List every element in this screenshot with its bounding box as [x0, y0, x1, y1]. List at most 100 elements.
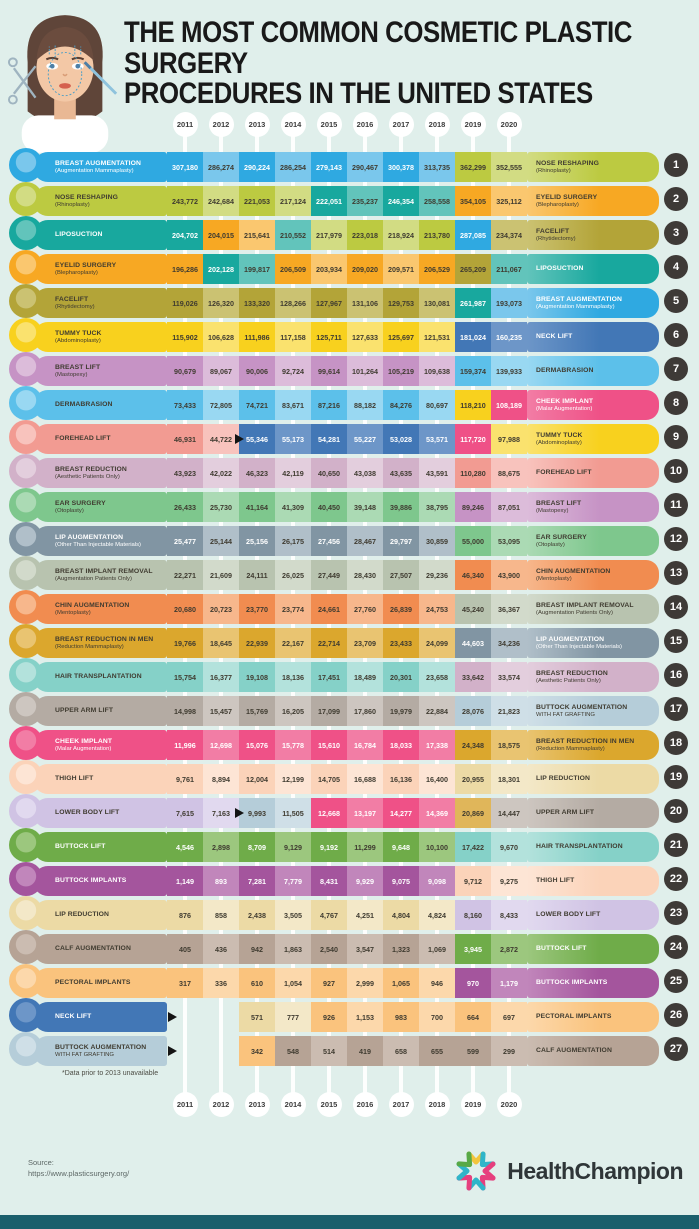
value-cell: 21,823	[491, 696, 527, 726]
year-label: 2017	[383, 112, 419, 137]
value-cell: 196,286	[167, 254, 203, 284]
forehead-lift-icon	[9, 420, 43, 454]
healthchampion-starburst-icon	[456, 1151, 496, 1191]
procedure-name: BUTTOCK AUGMENTATION	[55, 1044, 147, 1052]
value-cell: 17,099	[311, 696, 347, 726]
lips	[59, 83, 71, 89]
data-start-marker	[235, 434, 244, 444]
procedure-name: TUMMY TUCK	[55, 330, 102, 338]
value-cell: 4,251	[347, 900, 383, 930]
procedure-label: FOREHEAD LIFT	[33, 424, 167, 454]
rank-badge: 22	[664, 867, 688, 891]
rank-procedure-name: FOREHEAD LIFT	[536, 469, 592, 477]
rank-procedure-subname: (Abdominoplasty)	[536, 439, 582, 446]
value-cell: 265,209	[455, 254, 491, 284]
value-cell: 26,433	[167, 492, 203, 522]
value-cell: 17,422	[455, 832, 491, 862]
value-cell: 204,015	[203, 220, 239, 250]
value-cell: 18,136	[275, 662, 311, 692]
value-cell: 658	[383, 1036, 419, 1066]
title-line-2: PROCEDURES IN THE UNITED STATES	[124, 77, 593, 111]
value-cell: 7,779	[275, 866, 311, 896]
rank-procedure-label: LIP AUGMENTATION (Other Than Injectable …	[527, 628, 659, 658]
rank-badge: 27	[664, 1037, 688, 1061]
value-cell: 287,085	[455, 220, 491, 250]
year-label: 2011	[167, 1092, 203, 1117]
chart-row: BUTTOCK AUGMENTATION WITH FAT GRAFTING 3…	[9, 1032, 689, 1066]
chart-row: BREAST IMPLANT REMOVAL (Augmentation Pat…	[9, 556, 689, 590]
value-cell: 876	[167, 900, 203, 930]
value-cell: 26,175	[275, 526, 311, 556]
chart-row: LIP AUGMENTATION (Other Than Injectable …	[9, 522, 689, 556]
rank-procedure-name: BUTTOCK LIFT	[536, 945, 587, 953]
lower-body-lift-icon	[9, 794, 43, 828]
rank-procedure-label: UPPER ARM LIFT	[527, 798, 659, 828]
rank-badge: 3	[664, 221, 688, 245]
value-cell: 1,863	[275, 934, 311, 964]
year-label: 2011	[167, 112, 203, 137]
value-cell: 40,450	[311, 492, 347, 522]
value-cell: 16,205	[275, 696, 311, 726]
year-label: 2014	[275, 112, 311, 137]
value-cell: 25,144	[203, 526, 239, 556]
procedure-name: DERMABRASION	[55, 401, 113, 409]
value-cell: 44,603	[455, 628, 491, 658]
value-cell: 17,338	[419, 730, 455, 760]
value-cell	[203, 1002, 239, 1032]
rank-badge: 24	[664, 935, 688, 959]
value-cell: 419	[347, 1036, 383, 1066]
chart-row: BUTTOCK LIFT 4,546 2,898 8,709 9,129 9,192 11…	[9, 828, 689, 862]
value-cell: 16,784	[347, 730, 383, 760]
value-cell: 3,547	[347, 934, 383, 964]
value-cell: 19,108	[239, 662, 275, 692]
value-cell: 9,648	[383, 832, 419, 862]
buttock-augmentation-fat-grafting-icon	[9, 1032, 43, 1066]
tummy-tuck-icon	[9, 318, 43, 352]
value-cell: 4,767	[311, 900, 347, 930]
value-cell: 893	[203, 866, 239, 896]
value-cell: 700	[419, 1002, 455, 1032]
rank-procedure-name: HAIR TRANSPLANTATION	[536, 843, 623, 851]
value-cell: 42,022	[203, 458, 239, 488]
value-cell: 108,189	[491, 390, 527, 420]
rank-procedure-label: TUMMY TUCK (Abdominoplasty)	[527, 424, 659, 454]
value-cell: 24,661	[311, 594, 347, 624]
value-cell: 74,721	[239, 390, 275, 420]
procedure-label: TUMMY TUCK (Abdominoplasty)	[33, 322, 167, 352]
chart-row: HAIR TRANSPLANTATION 15,754 16,377 19,108 1…	[9, 658, 689, 692]
procedure-subname: (Malar Augmentation)	[55, 745, 112, 752]
value-cell: 1,153	[347, 1002, 383, 1032]
value-cell: 22,167	[275, 628, 311, 658]
value-cell: 20,723	[203, 594, 239, 624]
procedure-label: NOSE RESHAPING (Rhinoplasty)	[33, 186, 167, 216]
rank-badge: 25	[664, 969, 688, 993]
procedure-name: CHIN AUGMENTATION	[55, 602, 130, 610]
chart-row: BREAST AUGMENTATION (Augmentation Mammap…	[9, 148, 689, 182]
chart-row: BUTTOCK IMPLANTS 1,149 893 7,281 7,779 8,431…	[9, 862, 689, 896]
eyelid-surgery-icon	[9, 250, 43, 284]
rank-badge: 8	[664, 391, 688, 415]
procedure-name: BREAST LIFT	[55, 364, 101, 372]
value-cell: 23,770	[239, 594, 275, 624]
value-cell: 127,633	[347, 322, 383, 352]
procedure-label: THIGH LIFT	[33, 764, 167, 794]
breast-implant-removal-icon	[9, 556, 43, 590]
value-cell: 13,197	[347, 798, 383, 828]
value-cell: 242,684	[203, 186, 239, 216]
procedure-label: BREAST REDUCTION (Aesthetic Patients Onl…	[33, 458, 167, 488]
value-cell: 26,025	[275, 560, 311, 590]
value-cell: 14,277	[383, 798, 419, 828]
value-cell: 9,192	[311, 832, 347, 862]
value-cell: 41,164	[239, 492, 275, 522]
value-cell: 117,720	[455, 424, 491, 454]
rank-procedure-subname: WITH FAT GRAFTING	[536, 711, 596, 718]
rank-procedure-name: BUTTOCK IMPLANTS	[536, 979, 608, 987]
procedure-label: EYELID SURGERY (Blepharoplasty)	[33, 254, 167, 284]
value-cell: 14,369	[419, 798, 455, 828]
rank-procedure-label: BUTTOCK AUGMENTATION WITH FAT GRAFTING	[527, 696, 659, 726]
value-cell: 73,433	[167, 390, 203, 420]
chin-augmentation-icon	[9, 590, 43, 624]
value-cell: 39,886	[383, 492, 419, 522]
procedure-label: PECTORAL IMPLANTS	[33, 968, 167, 998]
